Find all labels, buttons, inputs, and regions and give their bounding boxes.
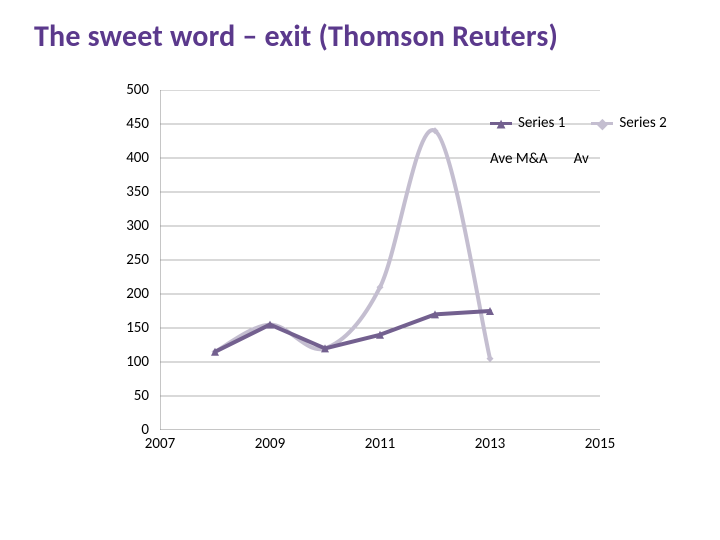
legend-label: Av bbox=[574, 150, 589, 168]
triangle-icon: ▲ bbox=[494, 117, 509, 132]
legend-item-ave-ma: Ave M&A bbox=[490, 150, 548, 168]
x-tick-label: 2015 bbox=[585, 435, 615, 453]
legend-row-1: ▲ Series 1 ◆ Series 2 bbox=[490, 114, 680, 132]
legend-line-series2: ◆ bbox=[591, 122, 613, 125]
y-tick-label: 50 bbox=[134, 387, 149, 405]
diamond-icon: ◆ bbox=[597, 117, 609, 132]
y-axis-labels: 050100150200250300350400450500 bbox=[100, 90, 155, 430]
y-tick-label: 350 bbox=[126, 183, 149, 201]
y-tick-label: 250 bbox=[126, 251, 149, 269]
legend-label: Series 2 bbox=[619, 114, 666, 132]
x-axis-labels: 20072009201120132015 bbox=[160, 435, 600, 459]
slide: The sweet word – exit (Thomson Reuters) … bbox=[0, 0, 720, 540]
legend: ▲ Series 1 ◆ Series 2 Ave M&A Av bbox=[490, 114, 680, 186]
x-tick-label: 2009 bbox=[255, 435, 285, 453]
x-tick-label: 2011 bbox=[365, 435, 395, 453]
legend-line-series1: ▲ bbox=[490, 122, 512, 125]
y-tick-label: 400 bbox=[126, 149, 149, 167]
legend-item-series1: ▲ Series 1 bbox=[490, 114, 565, 132]
legend-label: Ave M&A bbox=[490, 150, 548, 168]
y-tick-label: 500 bbox=[126, 81, 149, 99]
legend-label: Series 1 bbox=[518, 114, 565, 132]
legend-item-series2: ◆ Series 2 bbox=[591, 114, 666, 132]
slide-title: The sweet word – exit (Thomson Reuters) bbox=[34, 18, 700, 55]
y-tick-label: 200 bbox=[126, 285, 149, 303]
y-tick-label: 100 bbox=[126, 353, 149, 371]
y-tick-label: 150 bbox=[126, 319, 149, 337]
y-tick-label: 450 bbox=[126, 115, 149, 133]
legend-row-2: Ave M&A Av bbox=[490, 150, 680, 168]
x-tick-label: 2013 bbox=[475, 435, 505, 453]
legend-item-av-trunc: Av bbox=[574, 150, 589, 168]
x-tick-label: 2007 bbox=[145, 435, 175, 453]
y-tick-label: 300 bbox=[126, 217, 149, 235]
chart: 050100150200250300350400450500 200720092… bbox=[100, 80, 660, 490]
